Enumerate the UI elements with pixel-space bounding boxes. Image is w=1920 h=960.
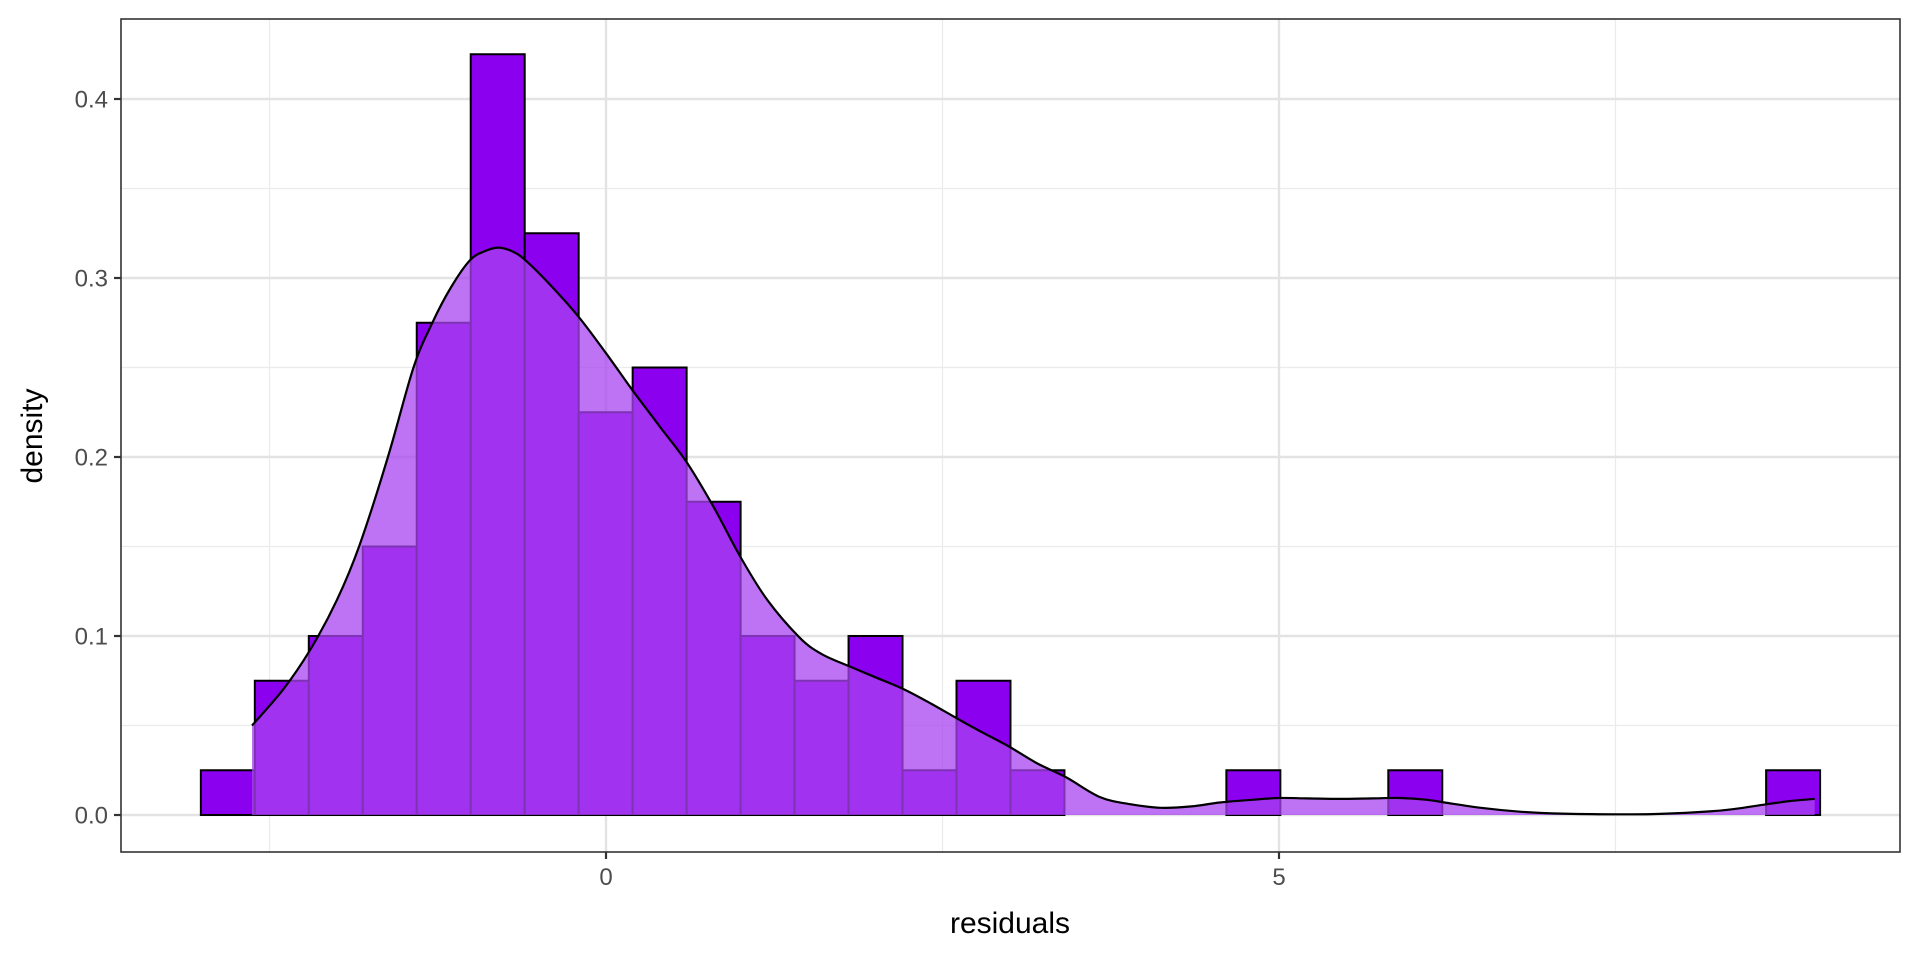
y-tick-label: 0.4 bbox=[75, 87, 108, 114]
y-tick-label: 0.3 bbox=[75, 266, 108, 293]
x-tick-label: 5 bbox=[1272, 864, 1285, 891]
y-axis: 0.0 0.1 0.2 0.3 0.4 bbox=[75, 87, 121, 830]
y-tick-label: 0.1 bbox=[75, 624, 108, 651]
histogram-bar bbox=[199, 769, 256, 816]
y-tick-label: 0.0 bbox=[75, 803, 108, 830]
x-axis-title: residuals bbox=[950, 907, 1070, 940]
plot-panel-border bbox=[120, 18, 1901, 853]
density-curve bbox=[251, 246, 1815, 816]
density-area bbox=[252, 247, 1815, 816]
y-tick-label: 0.2 bbox=[75, 445, 108, 472]
y-axis-title: density bbox=[16, 388, 49, 483]
x-tick-label: 0 bbox=[599, 864, 612, 891]
